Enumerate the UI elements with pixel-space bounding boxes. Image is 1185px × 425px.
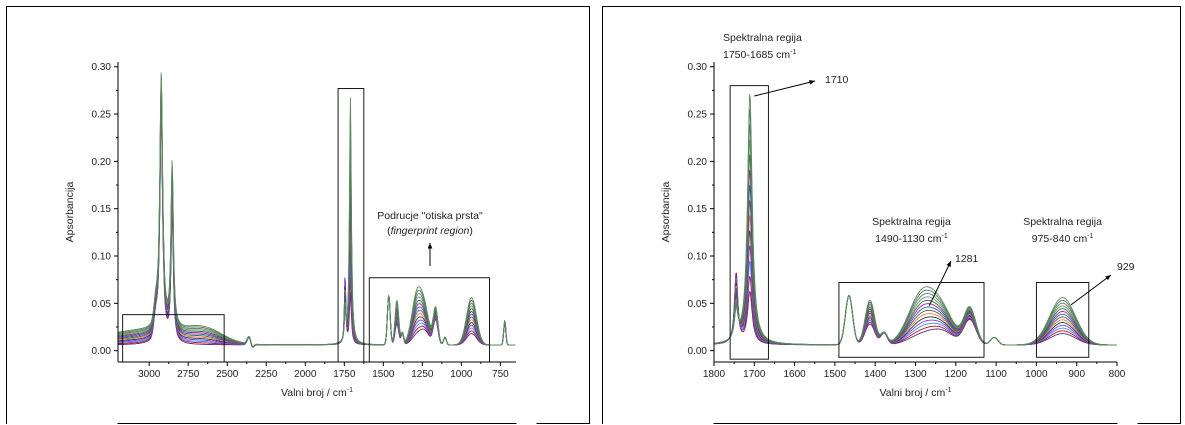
right-x-tick-label-1400: 1400 <box>864 369 887 380</box>
right-region-label-3: Spektralna regija <box>1023 216 1102 228</box>
right-peak-1281-arrow-line <box>928 260 952 307</box>
left-annotation-italic: fingerprint region <box>391 225 470 237</box>
right-x-tick-label-900: 900 <box>1068 369 1085 380</box>
left-x-tick-label-2000: 2000 <box>294 369 317 380</box>
right-y-tick-label-5: 0.25 <box>688 110 708 121</box>
left-x-tick-label-750: 750 <box>492 369 509 380</box>
right-x-tick-label-800: 800 <box>1109 369 1126 380</box>
left-x-tick-label-1250: 1250 <box>411 369 434 380</box>
right-peak-1710-arrow-head <box>809 80 815 85</box>
left-annotation-close: ) <box>469 225 473 237</box>
left-y-tick-label-1: 0.05 <box>92 299 112 310</box>
left-y-tick-label-5: 0.25 <box>92 110 112 121</box>
right-mask-left <box>603 7 714 425</box>
left-y-tick-label-6: 0.30 <box>92 62 112 73</box>
left-y-axis-label: Apsorbancija <box>64 181 76 242</box>
left-x-tick-label-2250: 2250 <box>255 369 278 380</box>
right-x-tick-label-1200: 1200 <box>945 369 968 380</box>
right-y-tick-label-4: 0.20 <box>688 157 708 168</box>
left-x-tick-label-2750: 2750 <box>177 369 200 380</box>
right-region-range-3: 975-840 cm-1 <box>1032 233 1094 245</box>
right-peak-1281-arrow-head <box>946 261 951 267</box>
right-region-range-sup-1: -1 <box>790 49 796 56</box>
left-y-tick-label-3: 0.15 <box>92 204 112 215</box>
right-x-tick-label-1700: 1700 <box>743 369 766 380</box>
right-y-tick-label-2: 0.10 <box>688 252 708 263</box>
left-mask-right <box>516 7 537 425</box>
right-x-tick-label-1300: 1300 <box>904 369 927 380</box>
right-region-range-2: 1490-1130 cm-1 <box>875 233 948 245</box>
right-x-tick-label-1000: 1000 <box>1025 369 1048 380</box>
right-series-group <box>713 94 1118 346</box>
right-y-tick-label-1: 0.05 <box>688 299 708 310</box>
right-chart-panel: 1800 1700 1600 1500 1400 1300 1200 1100 1000 900 8… <box>602 6 1181 425</box>
right-x-tick-label-1100: 1100 <box>985 369 1007 380</box>
right-region-range-sup-3: -1 <box>1087 233 1093 240</box>
right-x-tick-label-1600: 1600 <box>783 369 806 380</box>
left-mask-left <box>7 7 118 425</box>
left-y-tick-label-0: 0.00 <box>92 346 112 357</box>
left-x-axis-label-sup: -1 <box>347 387 353 394</box>
right-spectrum-chart: 1800 1700 1600 1500 1400 1300 1200 1100 1000 900 8… <box>603 7 1138 425</box>
left-x-tick-label-3000: 3000 <box>138 369 161 380</box>
right-region-range-1: 1750-1685 cm-1 <box>723 49 796 61</box>
left-spectrum-chart: 3000 2750 2500 2250 2000 1750 1500 1250 1000 750 0… <box>7 7 537 425</box>
right-y-axis-label: Apsorbancija <box>660 181 672 242</box>
right-series-10 <box>714 154 1117 346</box>
right-region-box-3 <box>1035 282 1090 358</box>
right-region-label-1: Spektralna regija <box>723 32 802 44</box>
right-peak-label-1710: 1710 <box>825 74 849 86</box>
left-x-tick-label-1750: 1750 <box>333 369 356 380</box>
left-y-tick-label-2: 0.10 <box>92 252 112 263</box>
right-y-tick-label-6: 0.30 <box>688 62 708 73</box>
left-x-tick-label-1000: 1000 <box>450 369 473 380</box>
right-region-box-2 <box>838 282 985 358</box>
right-series-14 <box>713 94 1117 346</box>
left-annotation-open: ( <box>387 225 391 237</box>
left-y-tick-label-4: 0.20 <box>92 157 112 168</box>
left-series-6 <box>118 98 516 348</box>
right-region-label-2: Spektralna regija <box>872 216 951 228</box>
left-annotation-line2: (fingerprint region) <box>387 225 473 237</box>
left-x-axis-label: Valni broj / cm-1 <box>281 387 353 399</box>
left-annotation-arrow-head <box>427 243 433 249</box>
right-x-axis-label-sup: -1 <box>945 387 951 394</box>
right-peak-929-arrow-line <box>1070 274 1112 306</box>
left-annotation-line1: Podrucje "otiska prsta" <box>377 210 483 222</box>
right-y-tick-label-0: 0.00 <box>688 346 708 357</box>
right-x-axis-label: Valni broj / cm-1 <box>880 387 952 399</box>
left-x-tick-label-1500: 1500 <box>372 369 395 380</box>
right-peak-label-929: 929 <box>1117 261 1135 273</box>
right-peak-929-arrow-head <box>1105 275 1111 281</box>
right-x-tick-label-1800: 1800 <box>703 369 726 380</box>
right-region-box-1 <box>729 85 769 360</box>
right-peak-label-1281: 1281 <box>955 253 979 265</box>
left-x-tick-label-2500: 2500 <box>216 369 239 380</box>
right-region-range-sup-2: -1 <box>942 233 948 240</box>
left-series-group <box>117 72 516 348</box>
right-mask-right <box>1117 7 1138 425</box>
right-peak-1710-arrow-line <box>754 80 816 97</box>
left-chart-panel: 3000 2750 2500 2250 2000 1750 1500 1250 1000 750 0… <box>6 6 590 425</box>
right-x-tick-label-1500: 1500 <box>824 369 847 380</box>
left-series-14 <box>117 72 516 347</box>
right-y-tick-label-3: 0.15 <box>688 204 708 215</box>
